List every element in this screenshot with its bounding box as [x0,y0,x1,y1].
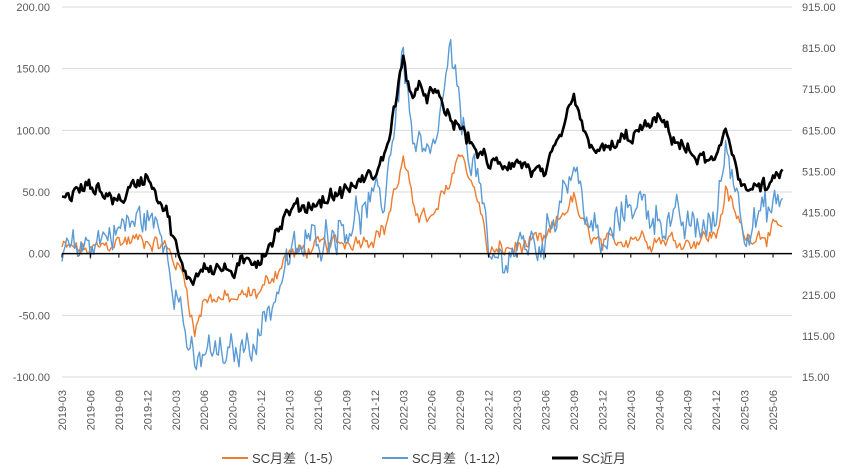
x-tick-label: 2020-06 [199,390,211,430]
x-tick-label: 2020-12 [256,390,268,430]
x-tick-label: 2024-03 [626,390,638,430]
right-axis-tick-labels: 15.00 115.00 215.00 315.00 415.00 515.00 615.0… [802,2,836,384]
x-tick-label: 2024-06 [654,390,666,430]
x-axis-tick-labels: 2019-03 2019-06 2019-09 2019-12 2020-03 2020-… [57,390,780,430]
x-tick-label: 2023-09 [569,390,581,430]
gridlines [62,6,792,378]
x-tick-label: 2024-09 [683,390,695,430]
x-tick-label: 2021-09 [341,390,353,430]
right-tick-label: 515.00 [802,166,836,178]
right-tick-label: 215.00 [802,290,836,302]
series-line-sc-front-month [61,54,784,286]
axes [61,252,792,258]
x-tick-label: 2022-09 [455,390,467,430]
legend: SC月差（1-5） SC月差（1-12） SC近月 [222,451,626,466]
x-tick-label: 2019-09 [114,390,126,430]
right-tick-label: 915.00 [802,2,836,14]
right-tick-label: 715.00 [802,84,836,96]
x-tick-label: 2023-06 [541,390,553,430]
right-tick-label: 315.00 [802,249,836,261]
series-line-sc-spread-1-5 [61,154,783,338]
left-tick-label: 0.00 [29,249,50,261]
right-tick-label: 815.00 [802,43,836,55]
left-tick-label: 150.00 [16,64,50,76]
x-tick-label: 2022-06 [427,390,439,430]
series-lines [61,39,784,371]
left-tick-label: 100.00 [16,125,50,137]
x-tick-label: 2021-06 [313,390,325,430]
left-tick-label: 50.00 [22,187,50,199]
x-tick-label: 2023-03 [512,390,524,430]
x-tick-label: 2019-06 [85,390,97,430]
x-tick-label: 2020-09 [228,390,240,430]
x-tick-label: 2020-03 [171,390,183,430]
legend-label: SC月差（1-12） [412,451,508,466]
legend-label: SC近月 [582,451,626,466]
x-tick-label: 2024-12 [711,390,723,430]
x-tick-label: 2019-03 [57,390,69,430]
x-tick-label: 2019-12 [142,390,154,430]
right-tick-label: 115.00 [802,331,835,343]
left-axis-tick-labels: -100.00 -50.00 0.00 50.00 100.00 150.00 200.00 [13,2,50,384]
right-tick-label: 415.00 [802,208,836,220]
x-tick-label: 2022-12 [484,390,496,430]
right-tick-label: 15.00 [802,372,830,384]
x-tick-label: 2021-03 [285,390,297,430]
right-tick-label: 615.00 [802,125,836,137]
x-tick-label: 2021-12 [370,390,382,430]
x-tick-label: 2023-12 [597,390,609,430]
legend-label: SC月差（1-5） [252,451,341,466]
series-line-sc-spread-1-12 [61,39,784,371]
x-tick-label: 2022-03 [398,390,410,430]
left-tick-label: -100.00 [13,372,50,384]
left-tick-label: 200.00 [16,2,50,14]
left-tick-label: -50.00 [19,310,50,322]
x-tick-label: 2025-03 [740,390,752,430]
x-tick-label: 2025-06 [768,390,780,430]
